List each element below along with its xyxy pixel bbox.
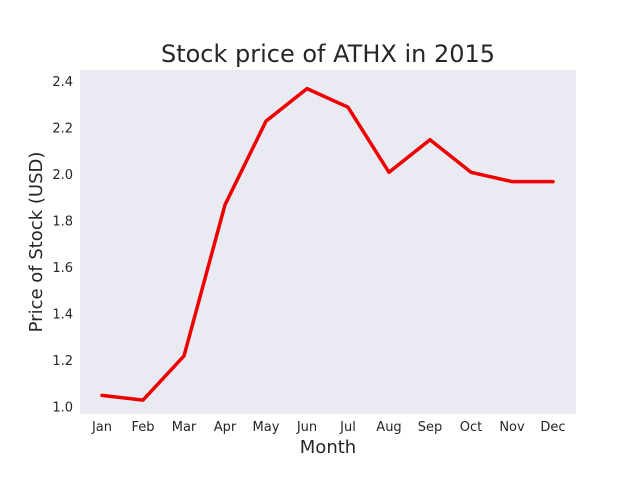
- x-tick-label: Jan: [91, 420, 112, 435]
- x-axis-label: Month: [300, 437, 356, 458]
- x-tick-label: May: [253, 420, 280, 435]
- data-point: [387, 170, 391, 174]
- data-point: [305, 87, 309, 91]
- data-point: [223, 203, 227, 207]
- series-line: [100, 86, 555, 402]
- x-tick-label: Mar: [172, 420, 197, 435]
- data-point: [182, 354, 186, 358]
- data-point: [428, 138, 432, 142]
- x-tick-label: Jul: [339, 420, 356, 435]
- x-tick-label: Feb: [131, 420, 154, 435]
- y-tick-label: 1.8: [52, 215, 73, 230]
- x-tick-label: Aug: [376, 420, 401, 435]
- data-point: [141, 398, 145, 402]
- y-tick-label: 1.4: [52, 308, 73, 323]
- x-tick-label: Oct: [460, 420, 482, 435]
- data-point: [264, 119, 268, 123]
- y-tick-label: 2.4: [52, 75, 73, 90]
- x-tick-label: Dec: [540, 420, 565, 435]
- x-tick-label: Apr: [214, 420, 237, 435]
- data-point: [469, 170, 473, 174]
- y-axis-ticks: 1.0 1.2 1.4 1.6 1.8 2.0 2.2 2.4: [52, 75, 73, 415]
- y-axis-label: Price of Stock (USD): [26, 152, 47, 333]
- y-tick-label: 1.6: [52, 261, 73, 276]
- data-point: [346, 105, 350, 109]
- x-axis-ticks: Jan Feb Mar Apr May Jun Jul Aug Sep Oct Nov Dec: [91, 420, 566, 435]
- x-tick-label: Jun: [296, 420, 317, 435]
- x-tick-label: Nov: [499, 420, 525, 435]
- x-tick-label: Sep: [418, 420, 443, 435]
- series-group: [100, 86, 555, 402]
- y-tick-label: 1.0: [52, 401, 73, 416]
- data-point: [510, 180, 514, 184]
- y-tick-label: 1.2: [52, 354, 73, 369]
- plot-background: [80, 70, 576, 414]
- y-tick-label: 2.2: [52, 122, 73, 137]
- chart-title: Stock price of ATHX in 2015: [161, 40, 495, 68]
- y-tick-label: 2.0: [52, 168, 73, 183]
- data-point: [100, 393, 104, 397]
- data-point: [551, 180, 555, 184]
